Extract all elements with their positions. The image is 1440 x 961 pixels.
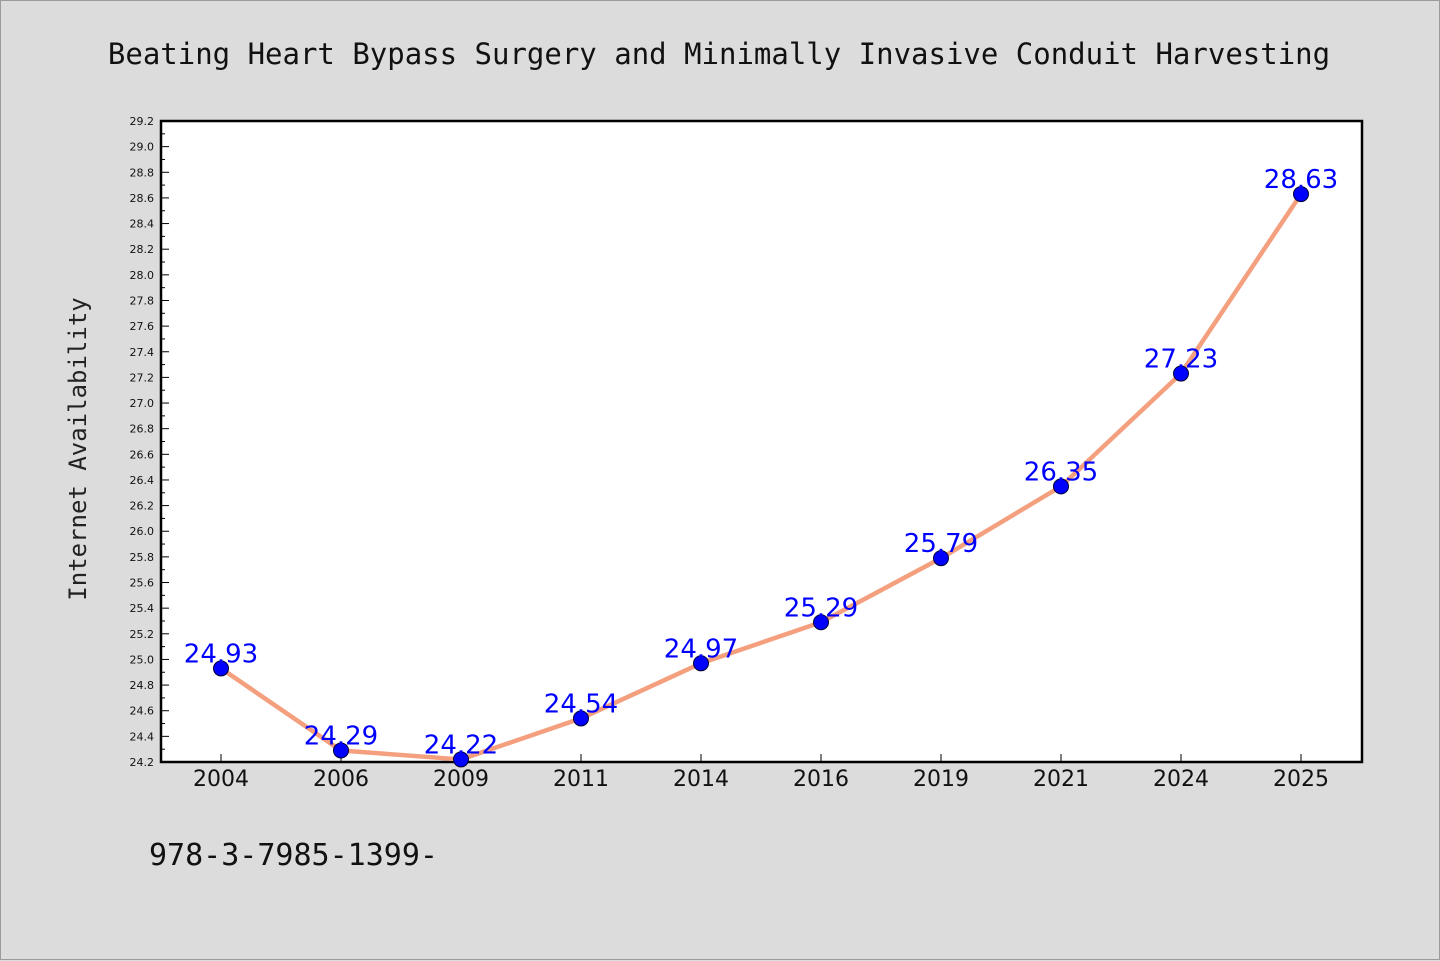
data-labels: 24.93 24.29 24.22 24.54 24.97 25.29 25.79 26.35… [184,165,1338,760]
y-tick-label: 27.8 [130,294,155,307]
y-tick-label: 27.2 [130,371,155,384]
y-tick-label: 27.4 [130,346,155,359]
x-axis-ticks: 2004 2006 2009 2011 2014 2016 2019 2021 2024 2025 [193,754,1329,792]
y-tick-label: 25.6 [130,577,155,590]
data-point [213,660,229,677]
y-tick-label: 24.4 [130,730,155,743]
data-point [813,614,829,631]
data-point [1293,186,1309,203]
y-axis-ticks: 24.2 24.4 24.6 24.8 25.0 25.2 25.4 25.6 25.8 26.0… [130,115,169,769]
x-tick-label: 2006 [313,767,369,792]
data-label: 24.29 [304,721,378,751]
y-tick-label: 26.2 [130,500,155,513]
chart-title: Beating Heart Bypass Surgery and Minimal… [108,37,1330,71]
y-tick-label: 28.4 [130,218,155,231]
data-point [573,710,589,727]
x-tick-label: 2025 [1273,767,1329,792]
y-tick-label: 25.2 [130,628,155,641]
y-tick-label: 24.6 [130,705,155,718]
x-tick-label: 2009 [433,767,489,792]
y-tick-label: 24.8 [130,679,155,692]
y-tick-label: 26.0 [130,525,155,538]
data-label: 28.63 [1264,165,1338,195]
data-label: 24.22 [424,730,498,760]
x-tick-label: 2004 [193,767,249,792]
data-label: 25.79 [904,529,978,559]
y-tick-label: 27.6 [130,320,155,333]
x-tick-label: 2021 [1033,767,1089,792]
y-tick-label: 25.8 [130,551,155,564]
y-tick-label: 26.8 [130,423,155,436]
y-tick-label: 28.2 [130,243,155,256]
data-label: 24.93 [184,639,258,669]
y-axis-label: Internet Availability [64,297,92,600]
y-tick-label: 25.0 [130,653,155,666]
y-tick-label: 29.2 [130,115,155,128]
y-tick-label: 28.8 [130,166,155,179]
footer-code: 978-3-7985-1399- [149,838,438,873]
x-tick-label: 2019 [913,767,969,792]
y-tick-label: 28.6 [130,192,155,205]
data-label: 26.35 [1024,457,1098,487]
series-line-group [218,191,1304,762]
y-tick-label: 26.4 [130,474,155,487]
data-label: 24.97 [664,634,738,664]
y-tick-label: 27.0 [130,397,155,410]
x-tick-label: 2016 [793,767,849,792]
data-point [453,751,469,768]
data-label: 27.23 [1144,345,1218,375]
x-tick-label: 2024 [1153,767,1209,792]
series-line [218,191,1304,762]
x-tick-label: 2011 [553,767,609,792]
y-tick-label: 25.4 [130,602,155,615]
data-markers [213,186,1309,768]
data-point [693,655,709,672]
x-tick-label: 2014 [673,767,729,792]
y-tick-label: 24.2 [130,756,155,769]
y-tick-label: 28.0 [130,269,155,282]
data-point [1173,365,1189,382]
plot-area [159,119,1364,764]
y-tick-label: 29.0 [130,141,155,154]
y-tick-label: 26.6 [130,448,155,461]
data-point [1053,478,1069,495]
data-label: 24.54 [544,689,618,719]
data-point [333,742,349,759]
data-label: 25.29 [784,593,858,623]
data-point [933,550,949,567]
